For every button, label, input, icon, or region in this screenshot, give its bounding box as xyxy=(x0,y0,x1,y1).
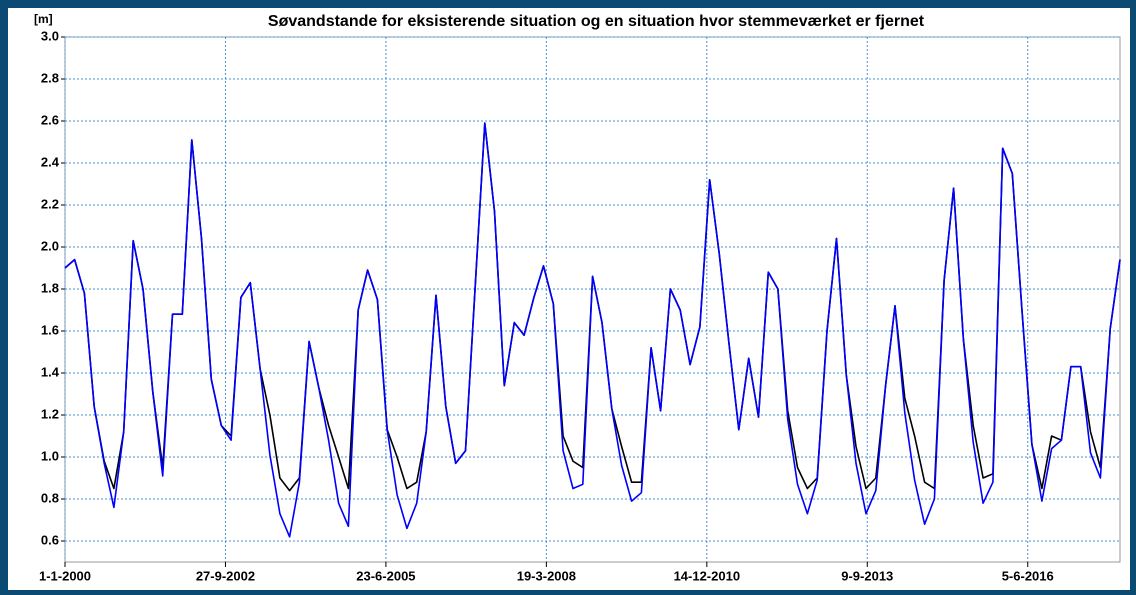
y-tick-label: 2.4 xyxy=(41,154,60,169)
x-tick-label: 27-9-2002 xyxy=(196,568,255,583)
y-tick-label: 1.8 xyxy=(41,280,59,295)
x-tick-label: 14-12-2010 xyxy=(674,568,741,583)
y-tick-label: 1.4 xyxy=(41,364,60,379)
y-tick-label: 2.8 xyxy=(41,70,59,85)
y-tick-label: 1.2 xyxy=(41,406,59,421)
y-tick-label: 1.6 xyxy=(41,322,59,337)
chart-title: Søvandstande for eksisterende situation … xyxy=(268,13,925,30)
x-tick-label: 23-6-2005 xyxy=(356,568,415,583)
y-tick-label: 2.6 xyxy=(41,112,59,127)
y-tick-label: 0.8 xyxy=(41,490,59,505)
y-axis-label: [m] xyxy=(34,12,53,26)
plot-area xyxy=(64,36,1121,563)
y-tick-label: 3.0 xyxy=(41,28,59,43)
x-tick-label: 1-1-2000 xyxy=(39,568,91,583)
x-tick-label: 19-3-2008 xyxy=(517,568,576,583)
x-tick-label: 9-9-2013 xyxy=(841,568,893,583)
y-tick-label: 0.6 xyxy=(41,532,59,547)
y-tick-label: 2.2 xyxy=(41,196,59,211)
y-tick-label: 1.0 xyxy=(41,448,59,463)
x-tick-label: 5-6-2016 xyxy=(1002,568,1054,583)
y-tick-label: 2.0 xyxy=(41,238,59,253)
series-line xyxy=(64,122,1121,538)
